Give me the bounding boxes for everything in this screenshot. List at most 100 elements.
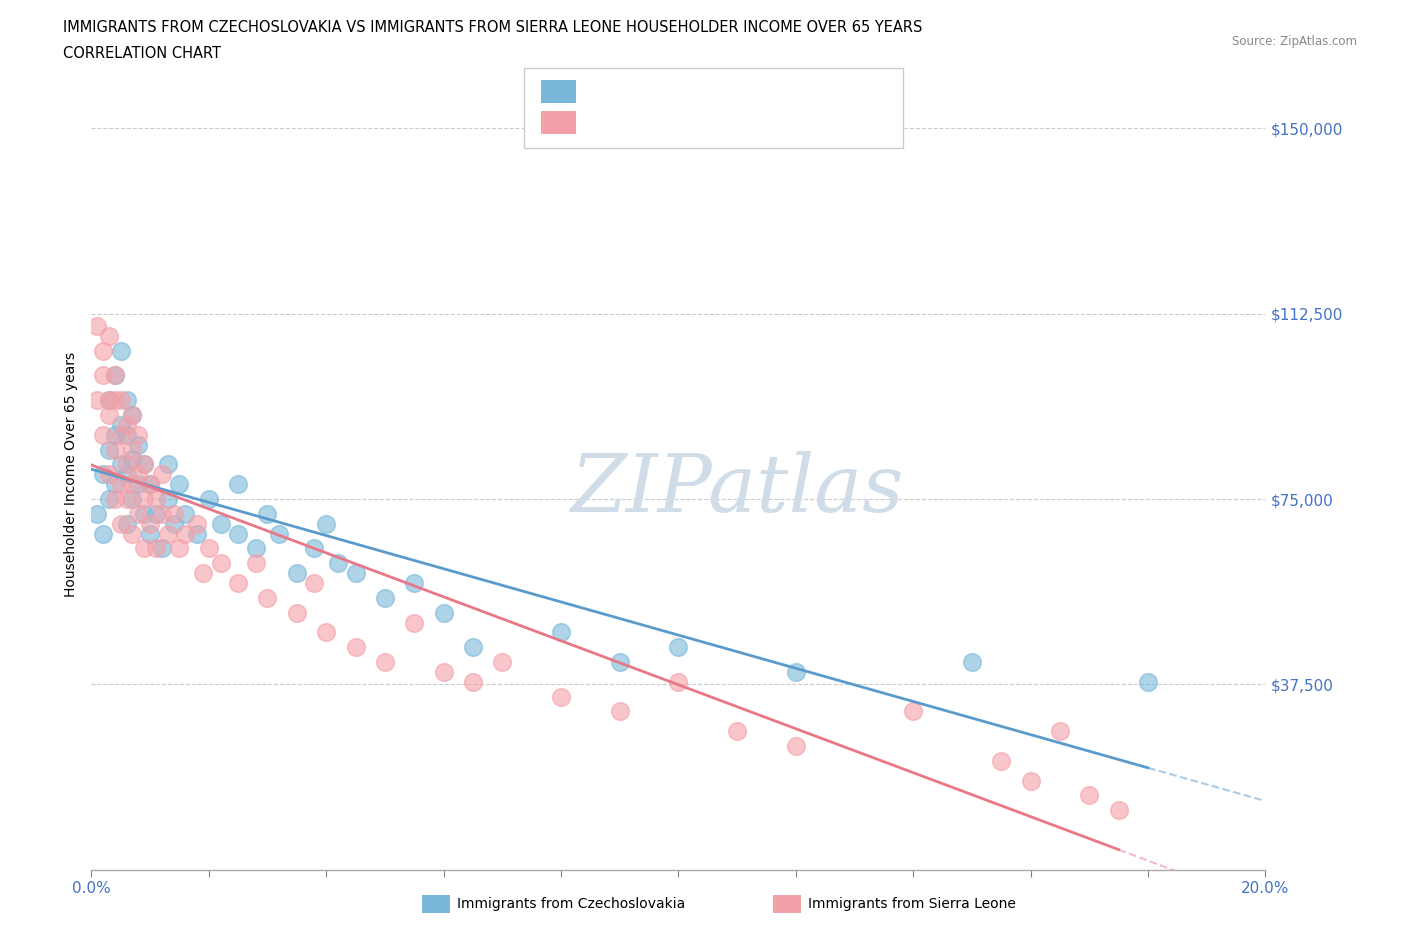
Point bbox=[285, 605, 308, 620]
Point bbox=[209, 516, 232, 531]
Point bbox=[491, 655, 513, 670]
Point bbox=[226, 576, 249, 591]
Point bbox=[91, 343, 114, 358]
Point bbox=[903, 704, 925, 719]
Point bbox=[174, 526, 197, 541]
Point bbox=[104, 492, 127, 507]
Point bbox=[104, 427, 127, 442]
Point bbox=[186, 516, 208, 531]
Point bbox=[115, 427, 138, 442]
Point bbox=[110, 457, 132, 472]
Point bbox=[226, 526, 249, 541]
Point bbox=[86, 392, 108, 407]
Point bbox=[374, 655, 396, 670]
Point bbox=[1108, 803, 1130, 817]
Point bbox=[98, 392, 121, 407]
Point bbox=[98, 492, 121, 507]
Point bbox=[169, 541, 191, 556]
Point bbox=[104, 368, 127, 383]
Text: IMMIGRANTS FROM CZECHOSLOVAKIA VS IMMIGRANTS FROM SIERRA LEONE HOUSEHOLDER INCOM: IMMIGRANTS FROM CZECHOSLOVAKIA VS IMMIGR… bbox=[63, 20, 922, 35]
Point bbox=[326, 556, 349, 571]
Text: ZIPatlas: ZIPatlas bbox=[571, 451, 904, 529]
Text: Immigrants from Czechoslovakia: Immigrants from Czechoslovakia bbox=[457, 897, 685, 911]
Point bbox=[461, 674, 484, 689]
Point bbox=[115, 418, 138, 432]
Point bbox=[256, 591, 278, 605]
Point bbox=[134, 506, 156, 521]
Point bbox=[134, 457, 156, 472]
Point bbox=[121, 526, 143, 541]
Point bbox=[285, 565, 308, 580]
Point bbox=[104, 442, 127, 457]
Point bbox=[550, 689, 572, 704]
Point bbox=[134, 541, 156, 556]
Point bbox=[127, 437, 149, 452]
Point bbox=[91, 368, 114, 383]
Point bbox=[1136, 674, 1159, 689]
Point bbox=[209, 556, 232, 571]
Point bbox=[666, 640, 689, 655]
Point bbox=[110, 418, 132, 432]
Point bbox=[197, 541, 219, 556]
Point bbox=[344, 640, 367, 655]
Point bbox=[404, 576, 426, 591]
Text: Source: ZipAtlas.com: Source: ZipAtlas.com bbox=[1232, 35, 1357, 48]
Point bbox=[256, 506, 278, 521]
Point bbox=[174, 506, 197, 521]
Point bbox=[115, 457, 138, 472]
Point bbox=[86, 506, 108, 521]
Point bbox=[115, 392, 138, 407]
Point bbox=[960, 655, 983, 670]
Point bbox=[150, 506, 173, 521]
Point bbox=[115, 492, 138, 507]
Point bbox=[98, 392, 121, 407]
Point bbox=[461, 640, 484, 655]
Point bbox=[162, 516, 184, 531]
Point bbox=[304, 576, 326, 591]
Point bbox=[110, 392, 132, 407]
Point bbox=[104, 392, 127, 407]
Point bbox=[139, 526, 162, 541]
Point bbox=[432, 605, 454, 620]
Point bbox=[609, 704, 631, 719]
Point bbox=[374, 591, 396, 605]
Point bbox=[785, 738, 807, 753]
Point bbox=[145, 541, 167, 556]
Point bbox=[245, 541, 267, 556]
Point bbox=[121, 407, 143, 422]
Point bbox=[86, 319, 108, 334]
Point bbox=[110, 427, 132, 442]
Point bbox=[139, 516, 162, 531]
Point bbox=[121, 442, 143, 457]
Text: R = -0.244   N = 55: R = -0.244 N = 55 bbox=[588, 83, 738, 98]
Text: Immigrants from Sierra Leone: Immigrants from Sierra Leone bbox=[808, 897, 1017, 911]
Y-axis label: Householder Income Over 65 years: Householder Income Over 65 years bbox=[65, 352, 79, 597]
Point bbox=[110, 343, 132, 358]
Point bbox=[115, 467, 138, 482]
Text: CORRELATION CHART: CORRELATION CHART bbox=[63, 46, 221, 61]
Point bbox=[315, 516, 337, 531]
Point bbox=[226, 477, 249, 492]
Point bbox=[169, 477, 191, 492]
Point bbox=[550, 625, 572, 640]
Point bbox=[269, 526, 291, 541]
Point bbox=[666, 674, 689, 689]
Point bbox=[191, 565, 214, 580]
Point bbox=[127, 506, 149, 521]
Point bbox=[725, 724, 748, 738]
Point bbox=[139, 477, 162, 492]
Point bbox=[121, 452, 143, 467]
Point bbox=[98, 467, 121, 482]
Point bbox=[609, 655, 631, 670]
Point bbox=[98, 407, 121, 422]
Point bbox=[134, 492, 156, 507]
Point bbox=[186, 526, 208, 541]
Point bbox=[1049, 724, 1071, 738]
Point bbox=[127, 477, 149, 492]
Point bbox=[304, 541, 326, 556]
Point bbox=[150, 541, 173, 556]
Point bbox=[121, 492, 143, 507]
Point bbox=[91, 526, 114, 541]
Point bbox=[156, 457, 179, 472]
Point bbox=[110, 477, 132, 492]
